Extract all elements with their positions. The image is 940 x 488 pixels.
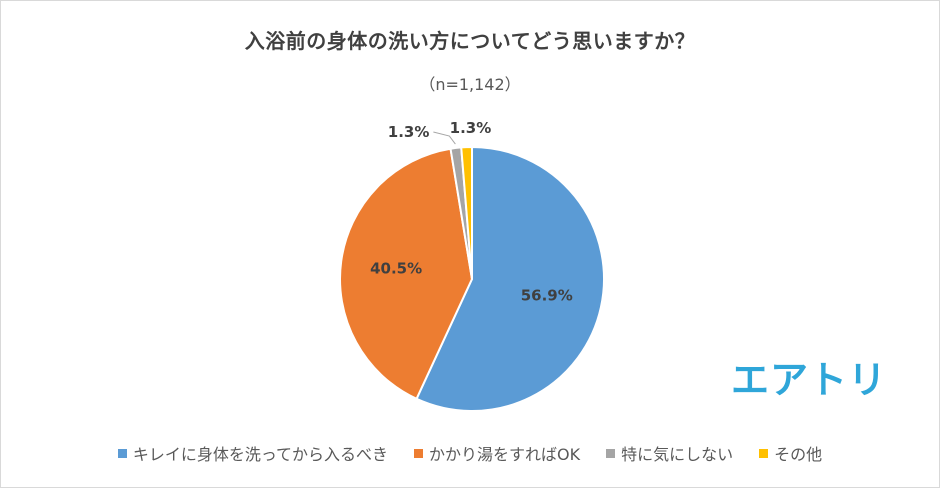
label-other: 1.3% xyxy=(450,119,492,137)
legend-dont-mind: 特に気にしない xyxy=(606,441,733,465)
label-clean-first: 56.9% xyxy=(521,286,573,304)
label-dont-mind: 1.3% xyxy=(388,123,430,141)
slice-clean-first xyxy=(415,145,605,412)
legend-clean-first: キレイに身体を洗ってから入るべき xyxy=(117,441,389,465)
legend-swatch xyxy=(606,448,616,458)
legend-other: その他 xyxy=(759,441,822,465)
chart-legend: キレイに身体を洗ってから入るべき かかり湯をすればOK 特に気にしない その他 xyxy=(1,441,939,465)
chart-subtitle: （n=1,142） xyxy=(419,75,521,94)
label-rinse-ok: 40.5% xyxy=(370,260,422,278)
logo-text: エアトリ xyxy=(731,358,879,401)
legend-rinse-ok: かかり湯をすればOK xyxy=(414,441,580,465)
legend-swatch xyxy=(117,448,127,458)
legend-label: 特に気にしない xyxy=(621,445,734,464)
legend-label: その他 xyxy=(774,445,823,464)
legend-label: キレイに身体を洗ってから入るべき xyxy=(132,445,389,464)
legend-swatch xyxy=(759,448,769,458)
leader-dont-mind xyxy=(433,131,456,145)
airtrip-logo: エアトリ xyxy=(731,358,879,401)
slice-other xyxy=(460,145,473,280)
legend-swatch xyxy=(414,448,424,458)
chart-title: 入浴前の身体の洗い方についてどう思いますか？ xyxy=(244,29,696,53)
legend-label: かかり湯をすればOK xyxy=(429,445,581,464)
slice-rinse-ok xyxy=(339,147,474,401)
